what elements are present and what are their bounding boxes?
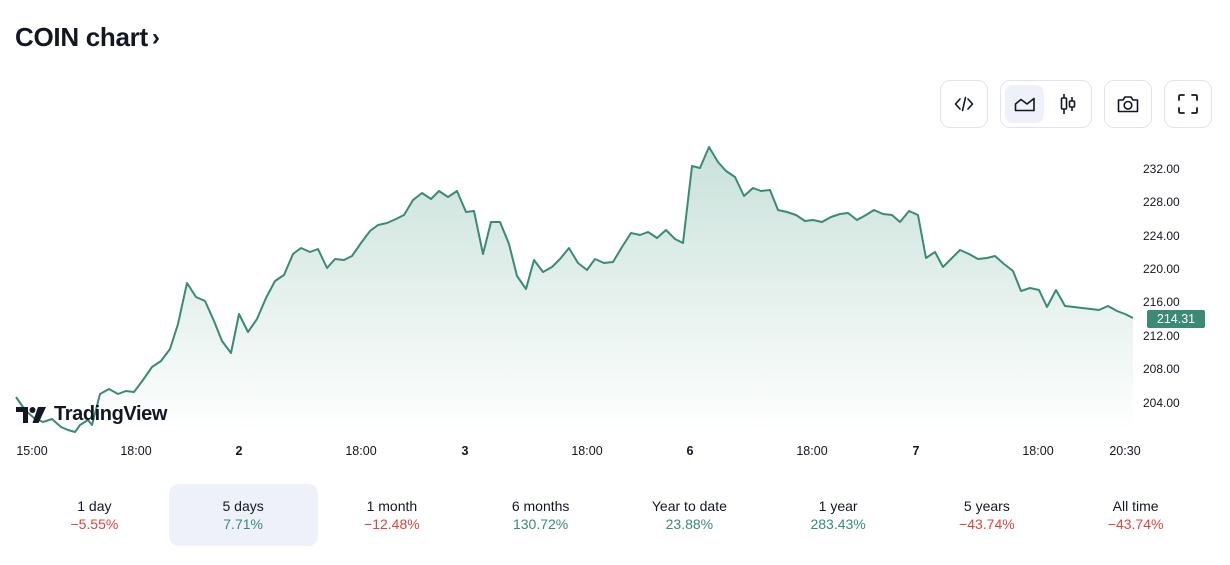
period-label: 5 years xyxy=(963,498,1010,514)
period-change-value: 23.88% xyxy=(665,516,714,532)
price-axis-tick: 220.00 xyxy=(1143,262,1180,276)
period-change-value: −43.74% xyxy=(1107,516,1164,532)
period-label: 1 day xyxy=(77,498,112,514)
period-change-value: 283.43% xyxy=(810,516,866,532)
price-axis-tick: 228.00 xyxy=(1143,195,1180,209)
price-axis-tick: 204.00 xyxy=(1143,396,1180,410)
period-label: Year to date xyxy=(651,498,727,514)
period-label: 1 year xyxy=(818,498,858,514)
period-label: 6 months xyxy=(511,498,570,514)
camera-icon xyxy=(1117,96,1139,113)
chart-title-link[interactable]: COIN chart › xyxy=(15,22,160,53)
period-change-value: −5.55% xyxy=(70,516,119,532)
snapshot-button[interactable] xyxy=(1104,80,1152,128)
fullscreen-button[interactable] xyxy=(1164,80,1212,128)
period-button-all-time[interactable]: All time −43.74% xyxy=(1061,484,1210,546)
time-axis-tick: 15:00 xyxy=(16,444,48,458)
area-chart-icon xyxy=(1014,97,1035,112)
time-axis-tick: 18:00 xyxy=(571,444,603,458)
time-axis-tick: 7 xyxy=(912,444,920,458)
chart-title: COIN chart xyxy=(15,22,148,52)
time-axis-tick: 6 xyxy=(686,444,694,458)
period-selector: 1 day −5.55% 5 days 7.71% 1 month −12.48% 6 mo… xyxy=(20,484,1210,546)
tradingview-logo-icon xyxy=(16,406,46,423)
candlestick-icon xyxy=(1060,94,1075,114)
price-axis-tick: 224.00 xyxy=(1143,229,1180,243)
price-axis-tick: 216.00 xyxy=(1143,295,1180,309)
price-area-fill xyxy=(16,147,1133,432)
area-chart-button[interactable] xyxy=(1005,85,1044,123)
period-change-value: 130.72% xyxy=(512,516,569,532)
fullscreen-icon xyxy=(1178,94,1198,114)
period-button-5-years[interactable]: 5 years −43.74% xyxy=(913,484,1062,546)
candlestick-chart-button[interactable] xyxy=(1048,85,1087,123)
code-icon xyxy=(954,96,974,112)
tradingview-logo[interactable]: TradingView xyxy=(16,403,167,426)
price-line xyxy=(15,146,1134,433)
price-axis-tick: 208.00 xyxy=(1143,362,1180,376)
chart-type-toggle xyxy=(1000,80,1092,128)
period-button-1-month[interactable]: 1 month −12.48% xyxy=(318,484,467,546)
time-axis-tick: 18:00 xyxy=(796,444,828,458)
price-area-chart[interactable] xyxy=(0,0,1230,440)
embed-button[interactable] xyxy=(940,80,988,128)
price-axis-tick: 212.00 xyxy=(1143,329,1180,343)
period-label: All time xyxy=(1112,498,1159,514)
period-change-value: −43.74% xyxy=(959,516,1015,532)
period-button-1-year[interactable]: 1 year 283.43% xyxy=(764,484,913,546)
time-axis-tick: 3 xyxy=(461,444,469,458)
period-change-value: −12.48% xyxy=(364,516,420,532)
period-label: 5 days xyxy=(222,498,264,514)
time-axis-tick: 2 xyxy=(235,444,243,458)
chevron-right-icon: › xyxy=(151,23,160,51)
price-axis-tick: 232.00 xyxy=(1143,162,1180,176)
period-button-year-to-date[interactable]: Year to date 23.88% xyxy=(615,484,764,546)
tradingview-wordmark: TradingView xyxy=(54,403,168,425)
time-axis-tick: 20:30 xyxy=(1109,444,1141,458)
period-button-1-day[interactable]: 1 day −5.55% xyxy=(20,484,169,546)
period-button-6-months[interactable]: 6 months 130.72% xyxy=(466,484,615,546)
time-axis-tick: 18:00 xyxy=(1022,444,1054,458)
time-axis-tick: 18:00 xyxy=(345,444,377,458)
last-price-tag: 214.31 xyxy=(1147,310,1205,328)
period-change-value: 7.71% xyxy=(223,516,263,532)
period-label: 1 month xyxy=(366,498,418,514)
time-axis-tick: 18:00 xyxy=(120,444,152,458)
period-button-5-days[interactable]: 5 days 7.71% xyxy=(168,484,318,546)
